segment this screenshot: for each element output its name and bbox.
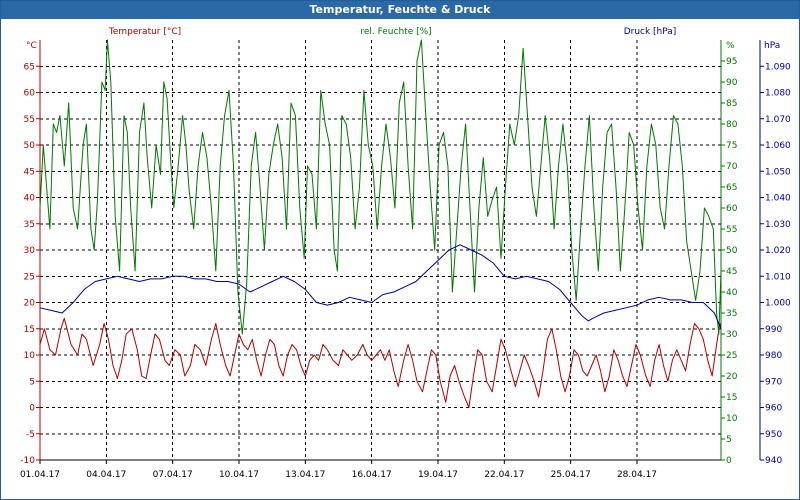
temperature-tick-label: 60 — [24, 89, 36, 99]
temperature-axis-title: Temperatur [°C] — [108, 27, 181, 37]
x-tick-label: 10.04.17 — [219, 470, 259, 480]
x-tick-label: 25.04.17 — [551, 470, 591, 480]
pressure-tick-label: 940 — [765, 456, 782, 466]
temperature-tick-label: 50 — [24, 141, 36, 151]
pressure-tick-label: 950 — [765, 430, 782, 440]
temperature-tick-label: 30 — [24, 246, 36, 256]
x-tick-label: 19.04.17 — [418, 470, 458, 480]
pressure-tick-label: 1.050 — [765, 167, 791, 177]
pressure-tick-label: 960 — [765, 404, 782, 414]
humidity-unit-label: % — [726, 41, 735, 51]
x-tick-label: 28.04.17 — [617, 470, 657, 480]
temperature-tick-label: -5 — [26, 430, 35, 440]
grid-lines — [40, 40, 721, 460]
x-tick-label: 04.04.17 — [86, 470, 126, 480]
pressure-tick-label: 1.000 — [765, 299, 791, 309]
temperature-tick-label: 45 — [24, 167, 35, 177]
humidity-tick-label: 85 — [726, 99, 737, 109]
temperature-tick-label: 15 — [24, 325, 35, 335]
humidity-tick-label: 45 — [726, 267, 737, 277]
humidity-tick-label: 15 — [726, 393, 737, 403]
pressure-tick-label: 1.060 — [765, 141, 791, 151]
x-tick-label: 13.04.17 — [285, 470, 325, 480]
pressure-tick-label: 980 — [765, 351, 782, 361]
pressure-tick-label: 990 — [765, 325, 782, 335]
temperature-tick-label: 25 — [24, 272, 35, 282]
window-title: Temperatur, Feuchte & Druck — [1, 1, 799, 19]
humidity-series-line — [39, 39, 722, 335]
humidity-tick-label: 35 — [726, 309, 737, 319]
pressure-tick-label: 1.090 — [765, 62, 791, 72]
x-tick-label: 16.04.17 — [352, 470, 392, 480]
pressure-axis-title: Druck [hPa] — [624, 27, 677, 37]
humidity-tick-label: 70 — [726, 162, 738, 172]
temperature-series-line — [39, 317, 722, 408]
humidity-axis-title: rel. Feuchte [%] — [360, 27, 431, 37]
humidity-tick-label: 40 — [726, 288, 738, 298]
temperature-unit-label: °C — [26, 41, 37, 51]
humidity-tick-label: 55 — [726, 225, 737, 235]
humidity-tick-label: 95 — [726, 57, 737, 67]
humidity-tick-label: 10 — [726, 414, 738, 424]
humidity-tick-label: 80 — [726, 120, 738, 130]
pressure-tick-label: 1.040 — [765, 194, 791, 204]
temperature-tick-label: 55 — [24, 115, 35, 125]
pressure-series-line — [39, 244, 722, 329]
humidity-tick-label: 65 — [726, 183, 737, 193]
temperature-tick-label: -10 — [20, 456, 35, 466]
pressure-tick-label: 970 — [765, 377, 782, 387]
humidity-tick-label: 90 — [726, 78, 738, 88]
temperature-tick-label: 65 — [24, 62, 35, 72]
x-tick-label: 07.04.17 — [153, 470, 193, 480]
x-tick-label: 22.04.17 — [484, 470, 524, 480]
humidity-tick-label: 30 — [726, 330, 738, 340]
temperature-tick-label: 20 — [24, 299, 36, 309]
humidity-tick-label: 5 — [726, 435, 732, 445]
pressure-tick-label: 1.080 — [765, 89, 791, 99]
temperature-tick-label: 35 — [24, 220, 35, 230]
temperature-tick-label: 10 — [24, 351, 36, 361]
humidity-tick-label: 0 — [726, 456, 732, 466]
x-tick-label: 01.04.17 — [20, 470, 60, 480]
temperature-tick-label: 40 — [24, 194, 36, 204]
humidity-tick-label: 20 — [726, 372, 738, 382]
pressure-unit-label: hPa — [764, 41, 780, 51]
temperature-tick-label: 5 — [29, 377, 35, 387]
humidity-tick-label: 25 — [726, 351, 737, 361]
pressure-tick-label: 1.070 — [765, 115, 791, 125]
humidity-tick-label: 75 — [726, 141, 737, 151]
humidity-tick-label: 50 — [726, 246, 738, 256]
humidity-tick-label: 60 — [726, 204, 738, 214]
plot-area-frame: -10 -5 0 5 10 15 20 25 30 35 40 45 50 55 60 65 0 5 10 15 20 2… — [20, 40, 791, 480]
temperature-tick-label: 0 — [29, 404, 35, 414]
pressure-tick-label: 1.020 — [765, 246, 791, 256]
pressure-tick-label: 1.030 — [765, 220, 791, 230]
pressure-tick-label: 1.010 — [765, 272, 791, 282]
